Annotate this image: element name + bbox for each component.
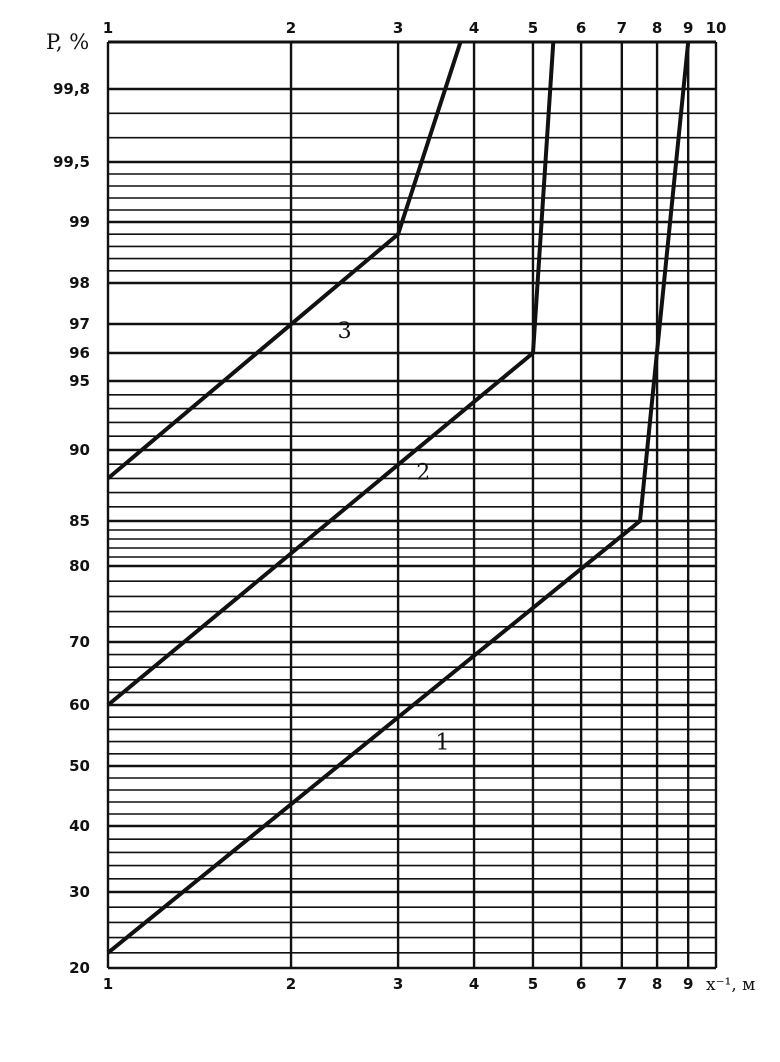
x-tick-label-top: 2 <box>286 19 296 37</box>
y-tick-label: 80 <box>69 557 90 575</box>
x-tick-label-top: 7 <box>617 19 627 37</box>
x-tick-label-bottom: 5 <box>528 975 538 993</box>
x-tick-label-bottom: 2 <box>286 975 296 993</box>
x-tick-label-bottom: 8 <box>652 975 662 993</box>
x-tick-label-bottom: 9 <box>683 975 693 993</box>
series-line-1 <box>106 41 691 955</box>
x-tick-label-top: 10 <box>706 19 727 37</box>
x-axis-label: x⁻¹, м <box>706 975 755 995</box>
series-label-3: 3 <box>338 319 352 344</box>
x-tick-label-top: 6 <box>576 19 586 37</box>
y-axis-label: P, % <box>46 30 89 54</box>
y-tick-label: 96 <box>69 344 90 362</box>
x-tick-label-bottom: 3 <box>393 975 403 993</box>
curves: 1 2 3 <box>106 41 691 955</box>
y-tick-label: 90 <box>69 441 90 459</box>
x-tick-label-bottom: 6 <box>576 975 586 993</box>
y-tick-label: 97 <box>69 315 90 333</box>
x-tick-label-top: 4 <box>469 19 479 37</box>
series-line-3 <box>106 41 463 480</box>
x-tick-label-bottom: 7 <box>617 975 627 993</box>
y-tick-label: 99,8 <box>53 80 90 98</box>
y-tick-label: 85 <box>69 512 90 530</box>
x-tick-label-bottom: 1 <box>103 975 113 993</box>
y-tick-label: 95 <box>69 372 90 390</box>
y-tick-label: 40 <box>69 817 90 835</box>
y-tick-label: 70 <box>69 633 90 651</box>
y-tick-label: 99,5 <box>53 153 90 171</box>
x-tick-label-top: 8 <box>652 19 662 37</box>
x-tick-label-bottom: 4 <box>469 975 479 993</box>
y-tick-label: 99 <box>69 213 90 231</box>
series-line-2 <box>106 41 556 707</box>
y-tick-label: 98 <box>69 274 90 292</box>
x-tick-label-top: 5 <box>528 19 538 37</box>
grid <box>106 40 718 970</box>
y-tick-label: 60 <box>69 696 90 714</box>
y-tick-label: 50 <box>69 757 90 775</box>
x-tick-label-top: 1 <box>103 19 113 37</box>
series-label-2: 2 <box>416 460 430 485</box>
y-tick-label: 30 <box>69 883 90 901</box>
y-tick-label: 20 <box>69 959 90 977</box>
series-label-1: 1 <box>436 731 450 756</box>
x-tick-label-top: 9 <box>683 19 693 37</box>
x-tick-label-top: 3 <box>393 19 403 37</box>
